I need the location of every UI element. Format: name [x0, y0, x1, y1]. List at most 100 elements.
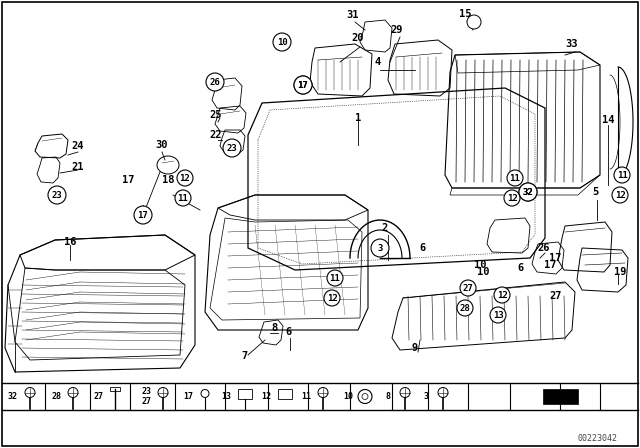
Circle shape [614, 167, 630, 183]
Circle shape [438, 388, 448, 397]
Text: 12: 12 [326, 293, 337, 302]
Text: 17: 17 [548, 253, 561, 263]
Text: 30: 30 [156, 140, 168, 150]
Circle shape [494, 287, 510, 303]
Text: 22: 22 [210, 130, 222, 140]
Circle shape [490, 307, 506, 323]
Circle shape [294, 76, 312, 94]
Bar [110, 387, 120, 391]
Circle shape [358, 389, 372, 404]
Text: 3: 3 [378, 244, 383, 253]
Circle shape [457, 300, 473, 316]
Text: 10: 10 [343, 392, 353, 401]
Circle shape [327, 270, 343, 286]
Text: 19: 19 [614, 267, 627, 277]
Circle shape [519, 183, 537, 201]
Text: 10: 10 [474, 260, 486, 270]
Text: 28: 28 [51, 392, 61, 401]
Text: 3: 3 [424, 392, 429, 401]
Text: 12: 12 [614, 190, 625, 199]
Text: 16: 16 [64, 237, 76, 247]
Text: 13: 13 [493, 310, 504, 319]
Text: 10: 10 [477, 267, 489, 277]
Text: 17: 17 [544, 260, 556, 270]
Text: 12: 12 [261, 392, 271, 401]
Circle shape [318, 388, 328, 397]
Bar [278, 388, 292, 399]
Text: 32: 32 [523, 188, 533, 197]
Text: 18: 18 [162, 175, 174, 185]
Text: 11: 11 [616, 171, 627, 180]
Text: 32: 32 [8, 392, 18, 401]
Text: 11: 11 [178, 194, 188, 202]
Circle shape [206, 73, 224, 91]
Text: 28: 28 [460, 303, 470, 313]
Text: 31: 31 [347, 10, 359, 20]
Text: 17: 17 [183, 392, 193, 401]
Circle shape [460, 280, 476, 296]
Text: 23
27: 23 27 [141, 387, 151, 406]
Text: 27: 27 [93, 392, 103, 401]
Circle shape [362, 393, 368, 400]
Text: 17: 17 [298, 81, 308, 90]
Text: 7: 7 [242, 351, 248, 361]
Text: 1: 1 [355, 113, 361, 123]
Text: 8: 8 [272, 323, 278, 333]
Circle shape [134, 206, 152, 224]
Circle shape [507, 170, 523, 186]
Text: 17: 17 [138, 211, 148, 220]
Circle shape [48, 186, 66, 204]
Circle shape [324, 290, 340, 306]
Circle shape [612, 187, 628, 203]
Text: 25: 25 [210, 110, 222, 120]
Circle shape [273, 33, 291, 51]
Text: 14: 14 [602, 115, 614, 125]
Text: 23: 23 [52, 190, 62, 199]
Circle shape [223, 139, 241, 157]
Text: 33: 33 [566, 39, 579, 49]
Text: 27: 27 [463, 284, 474, 293]
Text: 13: 13 [221, 392, 231, 401]
Text: 32: 32 [523, 188, 533, 197]
Circle shape [467, 15, 481, 29]
Text: 29: 29 [391, 25, 403, 35]
Text: 17: 17 [122, 175, 134, 185]
Text: 20: 20 [352, 33, 364, 43]
Text: 11: 11 [301, 392, 311, 401]
Text: 9: 9 [412, 343, 418, 353]
Text: 6: 6 [517, 263, 523, 273]
Circle shape [294, 76, 312, 94]
Text: 11: 11 [330, 273, 340, 283]
Text: 6: 6 [285, 327, 291, 337]
Circle shape [177, 170, 193, 186]
Circle shape [504, 190, 520, 206]
Text: 15: 15 [459, 9, 471, 19]
Text: 12: 12 [497, 290, 508, 300]
Text: 12: 12 [180, 173, 190, 182]
Text: 23: 23 [227, 143, 237, 152]
Text: 12: 12 [507, 194, 517, 202]
Circle shape [519, 183, 537, 201]
Text: 26: 26 [538, 243, 550, 253]
Text: 27: 27 [550, 291, 563, 301]
Circle shape [68, 388, 78, 397]
Text: 24: 24 [72, 141, 84, 151]
Text: 2: 2 [382, 223, 388, 233]
Circle shape [158, 388, 168, 397]
Bar [543, 388, 578, 404]
Text: 4: 4 [375, 57, 381, 67]
Text: 17: 17 [298, 81, 308, 90]
Text: 26: 26 [210, 78, 220, 86]
Circle shape [371, 239, 389, 257]
Text: 00223042: 00223042 [578, 434, 618, 443]
Circle shape [400, 388, 410, 397]
Text: 6: 6 [419, 243, 425, 253]
Circle shape [175, 190, 191, 206]
Text: 8: 8 [385, 392, 390, 401]
Text: 5: 5 [592, 187, 598, 197]
Text: 21: 21 [72, 162, 84, 172]
Text: 10: 10 [276, 38, 287, 47]
Bar [238, 388, 252, 399]
Circle shape [25, 388, 35, 397]
Text: 11: 11 [509, 173, 520, 182]
